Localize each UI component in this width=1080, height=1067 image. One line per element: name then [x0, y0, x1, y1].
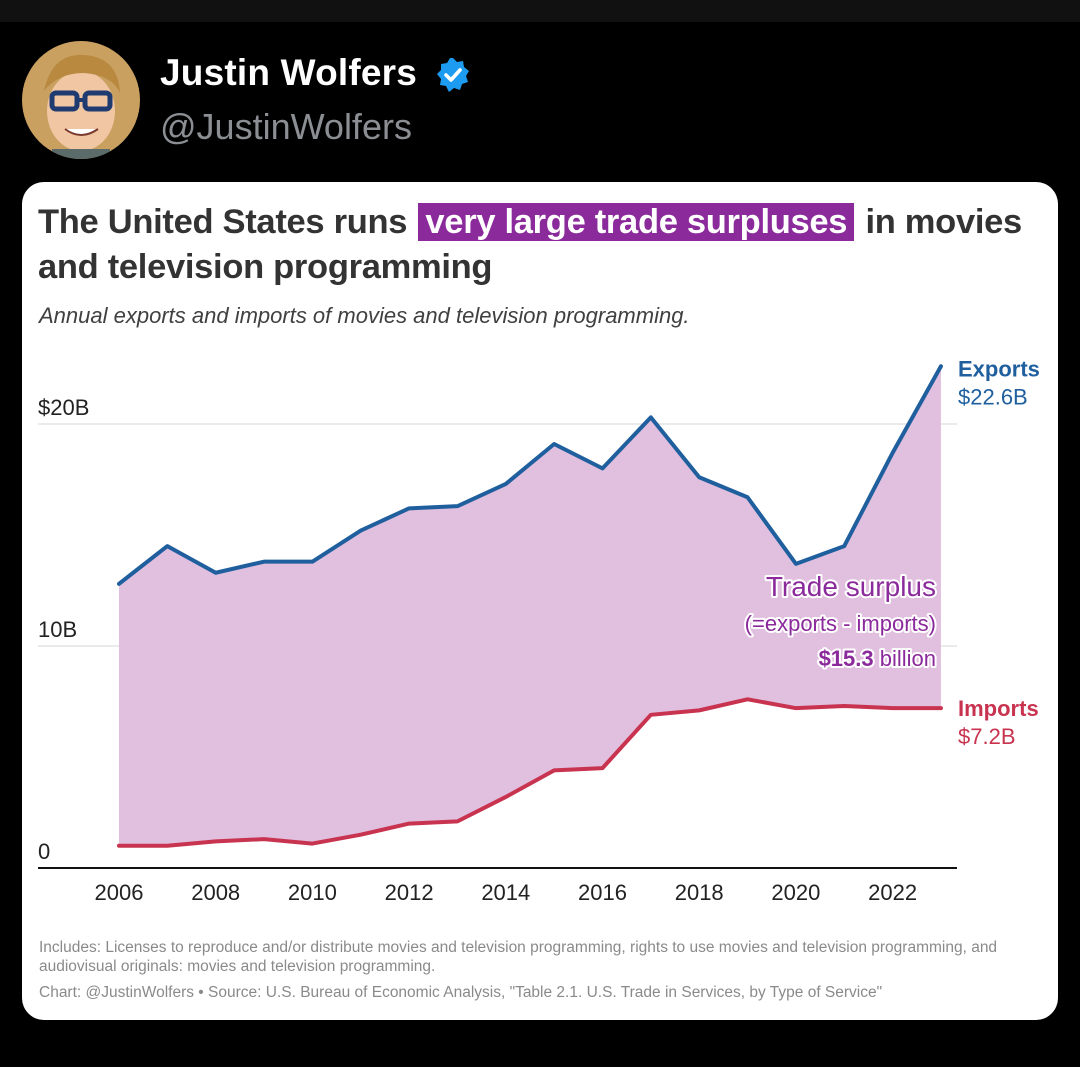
avatar[interactable] [22, 41, 140, 159]
exports-end-value: $22.6B [958, 384, 1028, 409]
surplus-value: $15.3 [819, 646, 874, 671]
chart-title-part2: in movies and television programming [38, 203, 1022, 286]
x-tick-label: 2006 [95, 880, 144, 905]
chart-title-part1: The United States runs [38, 203, 417, 241]
x-tick-label: 2012 [385, 880, 434, 905]
x-tick-label: 2014 [481, 880, 530, 905]
chart-notes: Includes: Licenses to reproduce and/or d… [39, 939, 998, 975]
top-bar [0, 0, 1080, 22]
verified-badge-icon [437, 58, 469, 92]
x-tick-label: 2010 [288, 880, 337, 905]
chart-source: Chart: @JustinWolfers • Source: U.S. Bur… [39, 984, 883, 1001]
chart-plot: 0 10B $20B 2006 2008 2010 2012 2014 2016 2018 2020… [38, 356, 1040, 905]
y-tick-label: 0 [38, 839, 50, 864]
chart-title: The United States runs very large trade … [38, 200, 1038, 290]
y-tick-label: 10B [38, 617, 77, 642]
author-handle[interactable]: @JustinWolfers [160, 106, 412, 147]
imports-line [117, 697, 943, 848]
x-tick-label: 2018 [675, 880, 724, 905]
author-name[interactable]: Justin Wolfers [160, 52, 418, 93]
x-tick-label: 2008 [191, 880, 240, 905]
x-tick-label: 2022 [868, 880, 917, 905]
chart-title-highlight: very large trade surpluses [418, 203, 855, 241]
exports-line [117, 364, 943, 586]
x-tick-label: 2016 [578, 880, 627, 905]
y-tick-label: $20B [38, 395, 89, 420]
imports-end-value: $7.2B [958, 724, 1016, 749]
exports-series-name: Exports [958, 356, 1040, 381]
chart-card: The United States runs very large trade … [22, 182, 1058, 1020]
avatar-image [22, 41, 140, 159]
trade-surplus-area [119, 366, 941, 846]
chart-subtitle: Annual exports and imports of movies and… [39, 303, 690, 328]
imports-series-name: Imports [958, 696, 1039, 721]
surplus-annotation-formula: (=exports - imports) [745, 611, 936, 636]
surplus-annotation-title: Trade surplus [766, 571, 936, 602]
surplus-unit: billion [874, 646, 936, 671]
surplus-annotation-value: $15.3 billion [819, 646, 936, 671]
x-tick-label: 2020 [771, 880, 820, 905]
